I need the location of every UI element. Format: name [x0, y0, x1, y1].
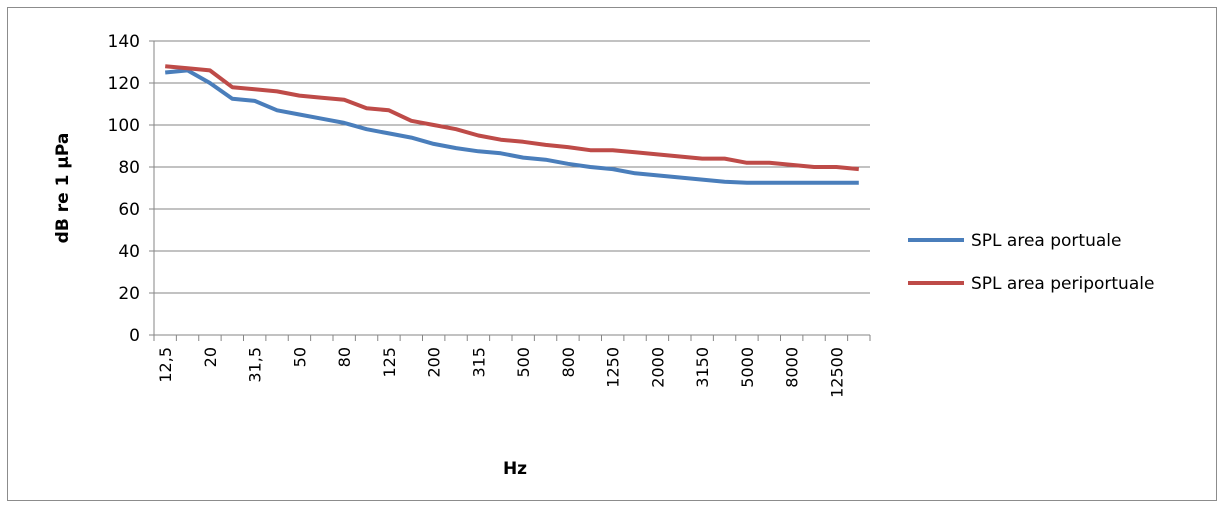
x-tick-label: 12500	[827, 347, 846, 398]
x-tick-label: 50	[290, 347, 309, 367]
x-tick-label: 200	[425, 347, 444, 378]
x-tick-label: 20	[201, 347, 220, 367]
y-tick-label: 80	[118, 158, 140, 178]
y-tick-label: 20	[118, 284, 140, 304]
x-tick-label: 125	[380, 347, 399, 378]
x-tick-label: 80	[335, 347, 354, 367]
x-tick-label: 31,5	[246, 347, 265, 383]
x-tick-label: 5000	[738, 347, 757, 388]
line-chart: 0 20 40 60 80 100 120 140 12,5 20 31,5 50 80 125 200 3…	[53, 32, 1154, 479]
x-tick-label: 1250	[604, 347, 623, 388]
x-tick-label: 3150	[693, 347, 712, 388]
y-tick-label: 100	[108, 116, 140, 136]
y-tick-label: 60	[118, 200, 140, 220]
y-tick-labels: 0 20 40 60 80 100 120 140	[108, 32, 140, 346]
legend: SPL area portuale SPL area periportuale	[908, 231, 1154, 294]
x-tick-label: 500	[514, 347, 533, 378]
x-tick-label: 2000	[648, 347, 667, 388]
y-tick-label: 140	[108, 32, 140, 52]
x-tick-label: 12,5	[156, 347, 175, 383]
y-tick-label: 0	[129, 326, 140, 346]
gridlines	[154, 40, 870, 294]
legend-label-2: SPL area periportuale	[971, 274, 1154, 294]
series-line-1	[165, 68, 859, 185]
y-axis-title: dB re 1 µPa	[53, 133, 73, 244]
x-tick-label: 315	[469, 347, 488, 378]
x-tick-label: 8000	[783, 347, 802, 388]
x-tick-labels: 12,5 20 31,5 50 80 125 200 315 500 800 1250 2000 315…	[156, 347, 846, 398]
legend-label-1: SPL area portuale	[971, 231, 1121, 251]
series-lines	[165, 64, 859, 185]
y-tick-label: 40	[118, 242, 140, 262]
x-tick-label: 800	[559, 347, 578, 378]
y-tick-label: 120	[108, 74, 140, 94]
series-line-2	[165, 64, 859, 172]
x-axis-title: Hz	[503, 459, 527, 479]
chart-area: 0 20 40 60 80 100 120 140 12,5 20 31,5 50 80 125 200 3…	[7, 7, 1217, 501]
axes	[149, 40, 871, 341]
